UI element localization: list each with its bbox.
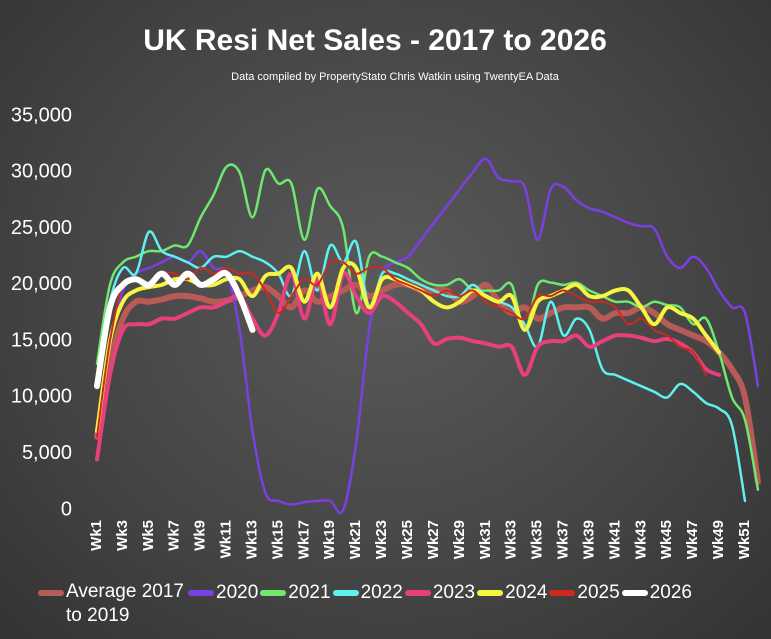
x-tick-label: Wk5: [140, 520, 157, 551]
legend-swatch: [332, 590, 359, 596]
x-tick-label: Wk9: [192, 520, 209, 551]
x-tick-label: Wk41: [606, 520, 623, 559]
x-tick-label: Wk3: [114, 520, 131, 551]
legend-swatch: [549, 590, 576, 596]
x-tick-label: Wk31: [477, 520, 494, 559]
x-tick-label: Wk7: [166, 520, 183, 551]
series-line: [94, 281, 761, 485]
y-tick-label: 0: [61, 498, 72, 520]
x-tick-label: Wk39: [580, 520, 597, 559]
series-line: [94, 269, 256, 390]
x-tick-label: Wk13: [243, 520, 260, 559]
y-tick-label: 25,000: [11, 217, 72, 239]
x-tick-label: Wk45: [658, 520, 675, 559]
series-line: [96, 259, 708, 438]
legend-swatch: [38, 590, 64, 596]
x-tick-label: Wk21: [347, 520, 364, 559]
legend-swatch: [477, 590, 504, 596]
legend-item: 2025: [549, 582, 620, 604]
legend-item: 2024: [477, 582, 547, 604]
y-tick-label: 15,000: [11, 329, 72, 351]
x-tick-label: Wk29: [451, 520, 468, 559]
x-tick-label: Wk47: [684, 520, 701, 559]
legend-item: 2022: [332, 582, 403, 604]
x-tick-label: Wk49: [710, 520, 727, 559]
x-tick-label: Wk1: [88, 520, 105, 551]
x-tick-label: Wk11: [218, 520, 235, 558]
legend-item: 2026: [621, 582, 692, 604]
legend-label: 2026: [649, 582, 692, 603]
legend-item: Average 2017 to 2019: [38, 581, 186, 628]
series-line: [95, 163, 760, 491]
y-tick-label: 30,000: [11, 161, 72, 183]
legend-item: 2021: [260, 582, 331, 604]
series-line: [108, 157, 760, 515]
legend-swatch: [404, 590, 431, 596]
y-tick-label: 10,000: [11, 386, 72, 408]
legend-swatch: [621, 590, 648, 596]
legend-label: 2025: [577, 582, 620, 603]
y-tick-label: 20,000: [11, 273, 72, 295]
x-tick-label: Wk51: [736, 520, 753, 559]
legend-label: 2021: [288, 582, 331, 603]
y-tick-label: 5,000: [22, 442, 72, 464]
x-tick-label: Wk35: [529, 520, 546, 559]
legend: Average 2017 to 2019 2020 2021 2022 2023 2024…: [38, 581, 768, 628]
y-tick-label: 35,000: [11, 104, 72, 126]
legend-swatch: [188, 590, 214, 596]
series-line: [95, 270, 722, 462]
x-tick-label: Wk23: [373, 520, 390, 559]
legend-item: 2023: [404, 582, 476, 604]
legend-label: 2020: [216, 582, 259, 603]
legend-label: 2023: [432, 582, 476, 603]
x-tick-label: Wk15: [269, 520, 286, 559]
series-line: [95, 230, 747, 503]
x-tick-label: Wk19: [321, 520, 338, 559]
x-tick-label: Wk33: [503, 520, 520, 559]
legend-label: 2022: [360, 582, 403, 603]
x-tick-label: Wk43: [632, 520, 649, 559]
series-line: [95, 261, 722, 434]
x-tick-label: Wk37: [555, 520, 572, 559]
x-tick-label: Wk27: [425, 520, 442, 559]
x-tick-label: Wk25: [399, 520, 416, 559]
chart-subtitle: Data compiled by PropertyStato Chris Wat…: [231, 71, 560, 83]
legend-label: 2024: [505, 582, 548, 603]
chart-title: UK Resi Net Sales - 2017 to 2026: [143, 24, 607, 57]
legend-swatch: [260, 590, 287, 596]
legend-item: 2020: [188, 582, 258, 604]
legend-label: Average 2017 to 2019: [66, 581, 184, 626]
x-tick-label: Wk17: [295, 520, 312, 559]
